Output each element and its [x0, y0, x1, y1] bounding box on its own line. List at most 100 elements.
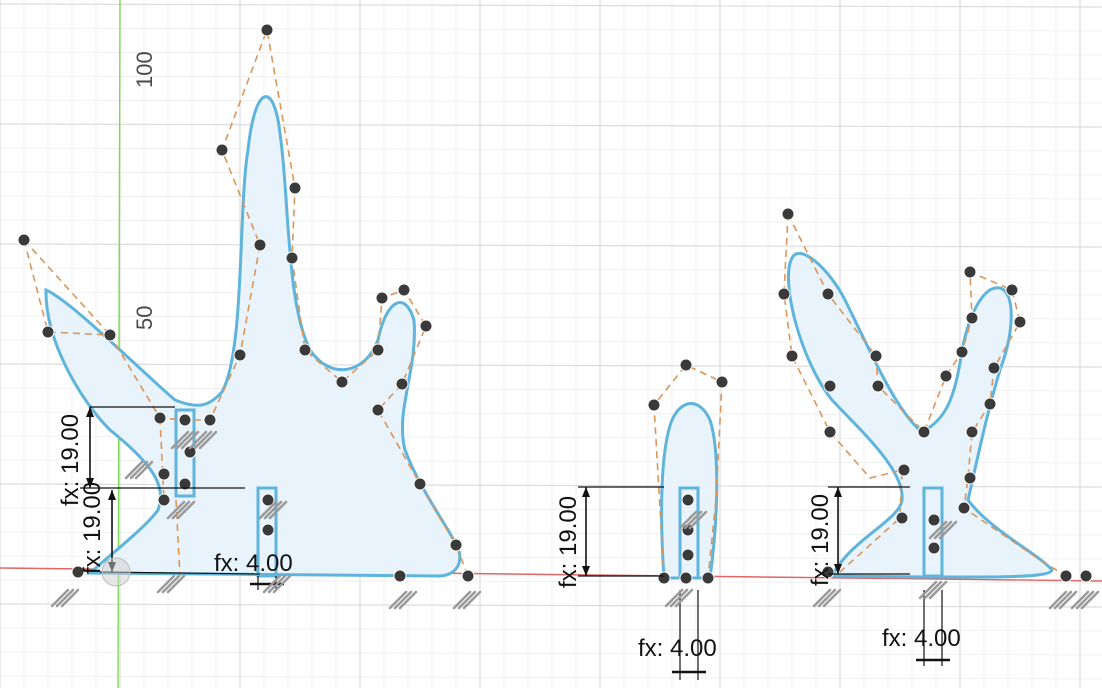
- sketch-point-icon[interactable]: [157, 493, 171, 507]
- sketch-point-icon[interactable]: [657, 571, 671, 585]
- sketch-point-icon[interactable]: [397, 283, 411, 297]
- grid-line: [0, 267, 1102, 272]
- sketch-point-icon[interactable]: [1013, 315, 1027, 329]
- dimension-d6[interactable]: fx: 19.00: [807, 486, 910, 586]
- dimension-label[interactable]: fx: 19.00: [57, 414, 84, 506]
- control-points[interactable]: [777, 207, 1093, 583]
- sketch-point-icon[interactable]: [1059, 569, 1073, 583]
- sketch-point-icon[interactable]: [681, 548, 695, 562]
- grid-line: [0, 339, 1102, 344]
- sketch-point-icon[interactable]: [183, 445, 197, 459]
- grid-line: [0, 315, 1102, 320]
- grid-line: [0, 195, 1102, 200]
- profile-curve[interactable]: [787, 251, 1054, 579]
- sketch-point-icon[interactable]: [461, 569, 475, 583]
- control-polygon: [653, 364, 723, 579]
- sketch-point-icon[interactable]: [777, 287, 791, 301]
- sketch-profile-right[interactable]: [777, 207, 1093, 583]
- constraint-glyphs: [50, 430, 1100, 610]
- dimension-d7[interactable]: fx: 4.00: [882, 590, 961, 666]
- parallel-constraint-icon: [258, 500, 288, 520]
- dimension-label[interactable]: fx: 4.00: [882, 625, 961, 652]
- dimension-label[interactable]: fx: 19.00: [79, 482, 106, 574]
- sketch-point-icon[interactable]: [781, 207, 795, 221]
- sketch-point-icon[interactable]: [298, 343, 312, 357]
- dimension-d1[interactable]: fx: 19.00: [57, 406, 245, 506]
- sketch-point-icon[interactable]: [395, 377, 409, 391]
- sketch-point-icon[interactable]: [983, 397, 997, 411]
- sketch-point-icon[interactable]: [823, 425, 837, 439]
- profile-curve[interactable]: [660, 402, 719, 580]
- parallel-constraint-icon: [1070, 590, 1100, 610]
- sketch-point-icon[interactable]: [895, 511, 909, 525]
- sketch-point-icon[interactable]: [897, 463, 911, 477]
- sketch-point-icon[interactable]: [371, 403, 385, 417]
- sketch-point-icon[interactable]: [1079, 569, 1093, 583]
- sketch-point-icon[interactable]: [821, 565, 835, 579]
- sketch-profile-middle[interactable]: [647, 358, 729, 585]
- sketch-point-icon[interactable]: [253, 238, 267, 252]
- dimension-d4[interactable]: fx: 19.00: [555, 486, 664, 588]
- sketch-point-icon[interactable]: [178, 477, 192, 491]
- sketch-point-icon[interactable]: [987, 361, 1001, 375]
- sketch-point-icon[interactable]: [413, 477, 427, 491]
- control-points[interactable]: [17, 23, 475, 583]
- dimension-d3[interactable]: fx: 4.00: [214, 550, 293, 590]
- dimension-label[interactable]: fx: 4.00: [638, 635, 717, 662]
- sketch-point-icon[interactable]: [371, 343, 385, 357]
- sketch-point-icon[interactable]: [821, 287, 835, 301]
- sketch-point-icon[interactable]: [203, 413, 217, 427]
- profile-curve[interactable]: [44, 95, 462, 578]
- sketch-point-icon[interactable]: [917, 425, 931, 439]
- sketch-point-icon[interactable]: [963, 471, 977, 485]
- sketch-point-icon[interactable]: [71, 565, 85, 579]
- sketch-point-icon[interactable]: [419, 319, 433, 333]
- sketch-point-icon[interactable]: [103, 328, 117, 342]
- sketch-point-icon[interactable]: [869, 349, 883, 363]
- sketch-point-icon[interactable]: [701, 571, 715, 585]
- sketch-point-icon[interactable]: [963, 265, 977, 279]
- sketch-point-icon[interactable]: [393, 569, 407, 583]
- sketch-point-icon[interactable]: [679, 358, 693, 372]
- sketch-point-icon[interactable]: [965, 425, 979, 439]
- sketch-point-icon[interactable]: [449, 538, 463, 552]
- sketch-point-icon[interactable]: [679, 571, 693, 585]
- sketch-point-icon[interactable]: [17, 233, 31, 247]
- sketch-point-icon[interactable]: [785, 349, 799, 363]
- sketch-point-icon[interactable]: [41, 325, 55, 339]
- sketch-point-icon[interactable]: [927, 513, 941, 527]
- sketch-point-icon[interactable]: [285, 251, 299, 265]
- sketch-point-icon[interactable]: [288, 181, 302, 195]
- sketch-point-icon[interactable]: [927, 541, 941, 555]
- sketch-point-icon[interactable]: [260, 23, 274, 37]
- sketch-point-icon[interactable]: [871, 379, 885, 393]
- sketch-point-icon[interactable]: [261, 523, 275, 537]
- sketch-point-icon[interactable]: [965, 311, 979, 325]
- sketch-point-icon[interactable]: [681, 493, 695, 507]
- origin-point[interactable]: [101, 557, 131, 587]
- sketch-point-icon[interactable]: [178, 413, 192, 427]
- slot-rect[interactable]: [256, 486, 278, 578]
- sketch-point-icon[interactable]: [955, 345, 969, 359]
- sketch-point-icon[interactable]: [957, 501, 971, 515]
- sketch-point-icon[interactable]: [157, 467, 171, 481]
- dimension-label[interactable]: fx: 19.00: [807, 494, 834, 586]
- sketch-point-icon[interactable]: [335, 375, 349, 389]
- dimension-label[interactable]: fx: 4.00: [214, 550, 293, 577]
- dimension-d5[interactable]: fx: 4.00: [638, 590, 717, 680]
- sketch-point-icon[interactable]: [215, 143, 229, 157]
- sketch-point-icon[interactable]: [939, 369, 953, 383]
- sketch-point-icon[interactable]: [153, 411, 167, 425]
- sketch-point-icon[interactable]: [715, 375, 729, 389]
- sketch-point-icon[interactable]: [261, 493, 275, 507]
- sketch-point-icon[interactable]: [233, 348, 247, 362]
- parallel-constraint-icon: [50, 588, 80, 608]
- sketch-point-icon[interactable]: [823, 379, 837, 393]
- sketch-point-icon[interactable]: [1005, 283, 1019, 297]
- dimension-label[interactable]: fx: 19.00: [555, 496, 582, 588]
- grid-line: [0, 99, 1102, 104]
- sketch-point-icon[interactable]: [375, 291, 389, 305]
- sketch-profile-left[interactable]: [17, 23, 475, 583]
- sketch-point-icon[interactable]: [647, 398, 661, 412]
